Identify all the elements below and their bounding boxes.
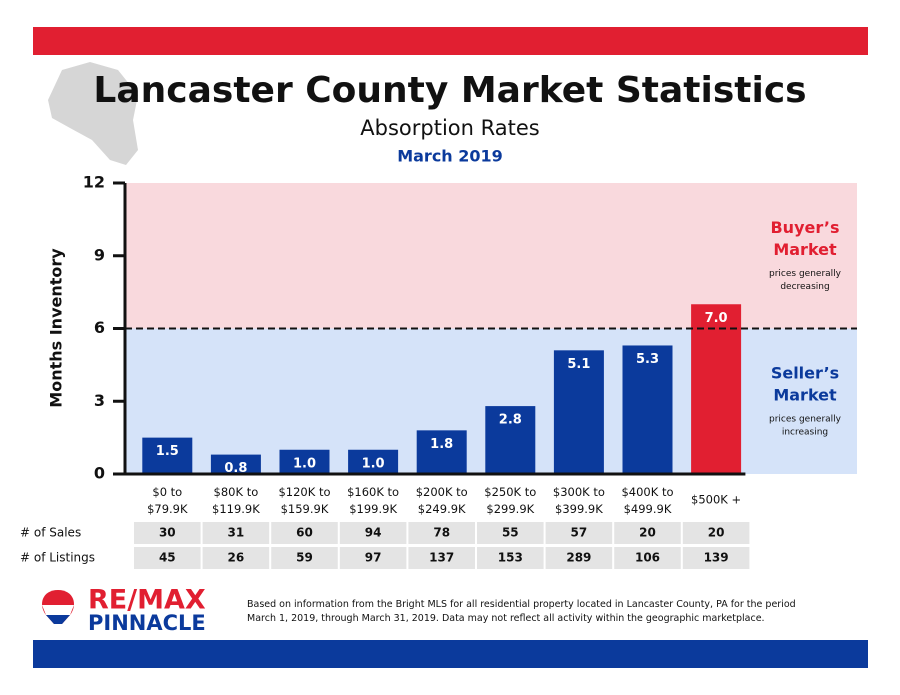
bar-value-label: 0.8 [224, 461, 247, 476]
chart-date: March 2019 [397, 147, 503, 166]
table-cell [682, 522, 750, 544]
region-label: Seller’s Market [771, 363, 839, 404]
bar [485, 406, 536, 474]
table-cell [339, 547, 407, 569]
table-value: 57 [571, 526, 588, 540]
footnote: Based on information from the Bright MLS… [247, 599, 796, 624]
table-value: 137 [429, 551, 454, 565]
table-value: 97 [365, 551, 382, 565]
y-tick-label: 3 [94, 391, 105, 410]
table-value: 78 [433, 526, 450, 540]
y-axis-label: Months Inventory [47, 248, 66, 408]
table-value: 153 [498, 551, 523, 565]
table-cell [545, 522, 613, 544]
bar-value-label: 1.0 [362, 456, 385, 471]
table-value: 55 [502, 526, 519, 540]
bar-value-label: 1.0 [293, 456, 316, 471]
bar-value-label: 1.5 [156, 444, 179, 459]
table-cell [682, 547, 750, 569]
bar [279, 449, 330, 474]
table-cell [408, 522, 475, 544]
bar-value-label: 2.8 [499, 413, 522, 428]
bar-value-label: 5.3 [636, 352, 659, 367]
table-cell [477, 547, 544, 569]
y-tick-label: 9 [94, 245, 105, 264]
chart-subtitle: Absorption Rates [360, 116, 539, 140]
county-map [48, 62, 138, 165]
bar [348, 449, 399, 474]
y-tick-label: 6 [94, 318, 105, 337]
bar [553, 350, 604, 474]
table-cell [477, 522, 544, 544]
bar-value-label: 7.0 [705, 311, 728, 326]
table-cell [614, 522, 681, 544]
x-tick-label: $0 to $79.9K [147, 485, 188, 516]
bar [210, 454, 261, 474]
y-tick-label: 12 [83, 173, 105, 192]
table-value: 60 [296, 526, 313, 540]
bar [142, 437, 193, 474]
bar-value-label: 5.1 [567, 357, 590, 372]
region-label: Buyer’s Market [770, 217, 839, 258]
table-value: 20 [708, 526, 725, 540]
x-tick-label: $500K + [691, 493, 741, 507]
table-cell [202, 547, 270, 569]
table-row-label: # of Listings [20, 551, 95, 565]
table-value: 30 [159, 526, 176, 540]
top-band [33, 27, 868, 55]
table-value: 139 [704, 551, 729, 565]
table-cell [614, 547, 681, 569]
table-cell [202, 522, 270, 544]
bar-value-label: 1.8 [430, 437, 453, 452]
table-cell [339, 522, 407, 544]
x-tick-label: $300K to $399.9K [553, 485, 605, 516]
logo-line1: RE/MAX [88, 585, 206, 616]
table-cell [134, 547, 201, 569]
table-cell [271, 547, 338, 569]
bar [691, 304, 742, 474]
table-value: 31 [228, 526, 245, 540]
logo: RE/MAX PINNACLE [42, 585, 206, 635]
table-value: 94 [365, 526, 382, 540]
bottom-band [33, 640, 868, 668]
balloon-base [46, 615, 70, 624]
x-tick-label: $200K to $249.9K [416, 485, 468, 516]
region-note: prices generally increasing [769, 414, 842, 437]
bar [416, 430, 467, 474]
x-tick-label: $400K to $499.9K [621, 485, 673, 516]
table-value: 45 [159, 551, 176, 565]
balloon-stripe [42, 605, 74, 615]
table-cell [545, 547, 613, 569]
logo-line2: PINNACLE [88, 611, 206, 635]
table-cell [408, 547, 475, 569]
table-value: 20 [639, 526, 656, 540]
market-region [125, 183, 857, 329]
table-value: 26 [228, 551, 245, 565]
table-value: 289 [566, 551, 591, 565]
x-tick-label: $250K to $299.9K [484, 485, 536, 516]
table-value: 106 [635, 551, 660, 565]
bar [622, 345, 673, 474]
x-tick-label: $120K to $159.9K [278, 485, 330, 516]
x-tick-label: $160K to $199.9K [347, 485, 399, 516]
table-cell [271, 522, 338, 544]
table-row-label: # of Sales [20, 526, 81, 540]
chart-title: Lancaster County Market Statistics [93, 70, 806, 111]
table-cell [134, 522, 201, 544]
x-tick-label: $80K to $119.9K [212, 485, 260, 516]
region-note: prices generally decreasing [769, 268, 842, 291]
y-tick-label: 0 [94, 464, 105, 483]
table-value: 59 [296, 551, 313, 565]
